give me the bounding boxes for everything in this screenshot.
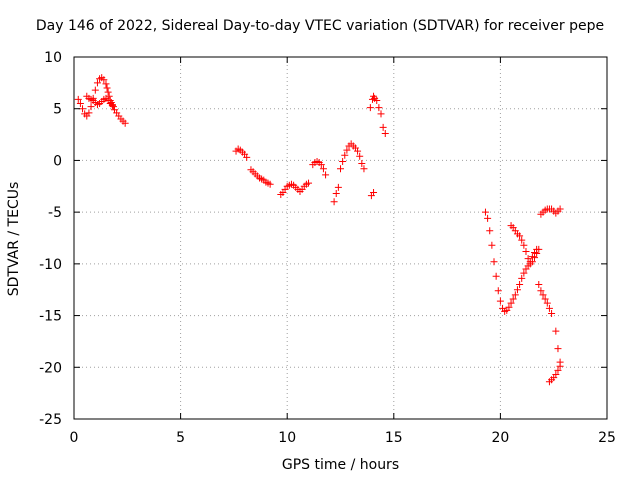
data-point xyxy=(322,171,330,179)
data-point xyxy=(520,241,528,249)
data-point xyxy=(513,286,521,294)
data-point xyxy=(528,258,536,266)
data-point xyxy=(108,102,116,110)
data-point xyxy=(496,297,504,305)
data-point xyxy=(79,105,87,113)
data-point xyxy=(518,236,526,244)
y-tick-label: 0 xyxy=(53,153,62,169)
data-point xyxy=(486,227,494,235)
data-point xyxy=(343,146,351,154)
data-point xyxy=(375,104,383,112)
data-point xyxy=(103,84,111,92)
tick-labels: 0 5 10 15 20 25 -25 -20 -15 -10 -5 0 5 10 xyxy=(39,50,616,446)
data-point xyxy=(377,110,385,118)
data-point xyxy=(556,362,564,370)
data-point xyxy=(518,274,526,282)
data-point xyxy=(319,165,327,173)
data-point xyxy=(520,269,528,277)
x-tick-label: 20 xyxy=(491,430,509,446)
data-point xyxy=(76,100,84,108)
data-points xyxy=(74,74,564,386)
data-point xyxy=(91,86,99,94)
grid-lines xyxy=(74,57,607,419)
data-point xyxy=(109,103,117,111)
data-point xyxy=(552,327,560,335)
data-point xyxy=(548,310,556,318)
data-point xyxy=(541,295,549,303)
data-point xyxy=(481,208,489,216)
data-point xyxy=(494,287,502,295)
data-point xyxy=(339,157,347,165)
data-point xyxy=(490,258,498,266)
data-point xyxy=(93,79,101,87)
y-tick-label: 10 xyxy=(44,50,62,66)
data-point xyxy=(104,88,112,96)
data-point xyxy=(522,247,530,255)
x-tick-label: 15 xyxy=(385,430,403,446)
data-point xyxy=(373,96,381,104)
data-point xyxy=(556,205,564,213)
x-tick-label: 10 xyxy=(278,430,296,446)
data-point xyxy=(332,190,340,198)
data-point xyxy=(74,95,82,103)
x-tick-label: 25 xyxy=(598,430,616,446)
data-point xyxy=(505,303,513,311)
data-point xyxy=(554,345,562,353)
y-tick-label: -10 xyxy=(39,257,62,273)
data-point xyxy=(484,214,492,222)
data-point xyxy=(341,151,349,159)
data-point xyxy=(545,304,553,312)
data-point xyxy=(121,119,129,127)
data-point xyxy=(356,152,364,160)
data-point xyxy=(334,183,342,191)
data-point xyxy=(379,123,387,131)
data-point xyxy=(360,165,368,173)
data-point xyxy=(488,241,496,249)
data-point xyxy=(337,165,344,173)
data-point xyxy=(507,299,515,307)
y-tick-label: -25 xyxy=(39,412,62,428)
data-point xyxy=(531,254,539,262)
data-point xyxy=(509,295,517,303)
plot-frame xyxy=(73,56,608,420)
data-point xyxy=(516,281,524,289)
x-tick-label: 0 xyxy=(70,430,79,446)
data-point xyxy=(243,153,251,161)
y-tick-label: 5 xyxy=(53,102,62,118)
data-point xyxy=(533,250,541,258)
data-point xyxy=(492,272,500,280)
data-point xyxy=(552,371,560,379)
data-point xyxy=(366,104,374,112)
y-tick-label: -20 xyxy=(39,360,62,376)
data-point xyxy=(554,366,562,374)
data-point xyxy=(85,109,93,117)
data-point xyxy=(539,291,547,299)
chart-title: Day 146 of 2022, Sidereal Day-to-day VTE… xyxy=(35,18,605,34)
y-tick-label: -15 xyxy=(39,309,62,325)
data-point xyxy=(535,281,543,289)
data-point xyxy=(102,80,110,88)
y-tick-label: -5 xyxy=(48,205,62,221)
data-point xyxy=(543,299,551,307)
data-point xyxy=(354,147,362,155)
data-point xyxy=(511,291,519,299)
data-point xyxy=(317,161,325,169)
data-point xyxy=(370,188,378,196)
data-point xyxy=(358,160,366,168)
data-point xyxy=(100,76,108,84)
axis-ticks xyxy=(73,56,608,420)
data-point xyxy=(381,130,389,138)
data-point xyxy=(516,232,524,240)
data-point xyxy=(305,179,313,187)
x-tick-label: 5 xyxy=(176,430,185,446)
data-point xyxy=(537,287,545,295)
data-point xyxy=(266,180,274,188)
x-axis-label: GPS time / hours xyxy=(281,457,400,473)
data-point xyxy=(535,245,543,253)
data-point xyxy=(524,255,532,263)
data-point xyxy=(330,198,338,206)
data-point xyxy=(87,103,95,111)
